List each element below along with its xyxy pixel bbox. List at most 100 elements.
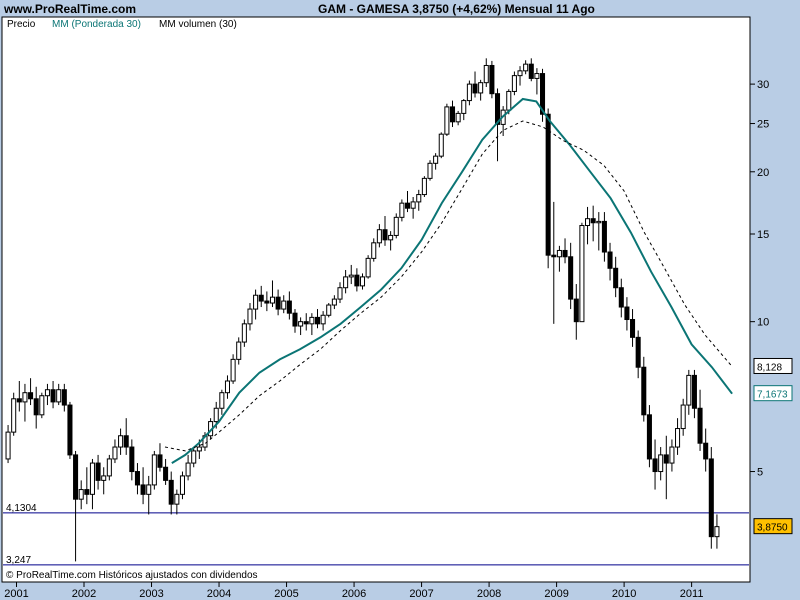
candle-body-up: [596, 220, 602, 224]
candle: [613, 256, 619, 298]
candle-body-up: [118, 435, 124, 448]
candle: [478, 79, 484, 101]
candle: [163, 458, 169, 485]
candle-body-down: [140, 484, 146, 495]
candle: [663, 435, 669, 500]
plot-area[interactable]: [1, 16, 751, 583]
candle-body-down: [652, 458, 658, 473]
candle-body-down: [129, 446, 135, 473]
candle-body-down: [61, 389, 67, 406]
x-tick-label: 2002: [72, 588, 96, 600]
candle-body-down: [157, 454, 163, 468]
candle-body-up: [343, 276, 349, 289]
candle-body-down: [303, 321, 309, 325]
candle: [551, 201, 557, 324]
candle: [511, 71, 517, 96]
candle-body-up: [39, 395, 45, 416]
candle: [714, 514, 720, 549]
candle-body-up: [337, 287, 343, 300]
candle-body-down: [404, 202, 411, 209]
candle: [56, 383, 62, 406]
candle: [151, 450, 157, 490]
y-tick-label: 10: [757, 317, 769, 329]
candle: [455, 110, 461, 126]
candle-body-down: [601, 220, 607, 253]
candle-body-up: [438, 133, 444, 157]
candle: [669, 439, 675, 472]
candle: [33, 386, 39, 429]
candle-body-down: [635, 336, 641, 368]
candle-body-up: [388, 234, 394, 241]
candle-body-up: [241, 323, 247, 343]
candle: [635, 330, 641, 379]
y-tick-label: 20: [757, 167, 769, 179]
candle: [50, 381, 56, 409]
candle: [219, 389, 225, 415]
site-title[interactable]: www.ProRealTime.com: [3, 2, 136, 16]
candle: [292, 309, 298, 333]
candle: [140, 467, 146, 505]
x-tick-label: 2001: [4, 588, 28, 600]
candle: [556, 245, 562, 272]
candle: [129, 439, 135, 481]
candle-body-up: [483, 64, 489, 84]
candle-body-up: [5, 431, 11, 460]
candle: [337, 282, 343, 304]
candle-body-down: [540, 73, 546, 115]
candle-body-down: [84, 489, 90, 495]
candle: [675, 418, 681, 455]
candle-body-up: [253, 294, 259, 310]
candle-body-down: [354, 274, 360, 287]
candle-body-up: [236, 341, 242, 360]
candle-body-up: [376, 229, 382, 244]
candle-body-up: [281, 300, 287, 310]
candle-body-up: [112, 446, 118, 460]
candle-body-up: [658, 454, 664, 473]
candle-body-up: [309, 316, 315, 325]
candle: [241, 319, 247, 347]
legend-ma-volume: MM volumen (30): [159, 19, 237, 30]
candle: [236, 337, 242, 365]
candles: [5, 58, 720, 562]
candle-body-up: [22, 392, 28, 403]
x-tick-label: 2008: [477, 588, 501, 600]
candle-body-up: [455, 112, 461, 123]
candle-body-up: [534, 73, 540, 79]
candle: [697, 389, 703, 451]
price-badge-box: [753, 385, 793, 402]
candle: [39, 392, 45, 419]
candle: [247, 303, 253, 331]
candle: [545, 108, 551, 269]
candle: [573, 284, 579, 340]
candle: [449, 100, 456, 128]
x-tick-label: 2009: [544, 588, 568, 600]
candle: [78, 480, 84, 510]
price-badge-label: 8,128: [757, 362, 782, 373]
candle-body-up: [44, 389, 50, 397]
candle: [585, 206, 591, 245]
candle: [427, 160, 433, 181]
candle-body-up: [466, 83, 472, 102]
candle-body-up: [269, 296, 276, 304]
candle: [134, 463, 140, 495]
candle: [118, 428, 124, 455]
candle: [309, 313, 315, 336]
candle: [16, 381, 22, 412]
candle: [568, 242, 574, 310]
candle: [652, 439, 658, 490]
y-tick-label: 5: [757, 467, 763, 479]
candle: [601, 212, 607, 262]
candle-body-down: [494, 93, 501, 125]
y-tick-label: 25: [757, 119, 769, 131]
candle-body-down: [472, 83, 478, 94]
candle: [365, 255, 371, 279]
candle-body-up: [444, 106, 450, 135]
candle-body-down: [292, 312, 298, 327]
candle: [658, 447, 664, 481]
candle-body-down: [624, 306, 630, 321]
candle-body-up: [393, 216, 399, 236]
candle: [22, 383, 28, 422]
price-badge-box: [753, 518, 793, 535]
candle: [298, 317, 304, 336]
candle-body-up: [427, 162, 433, 179]
